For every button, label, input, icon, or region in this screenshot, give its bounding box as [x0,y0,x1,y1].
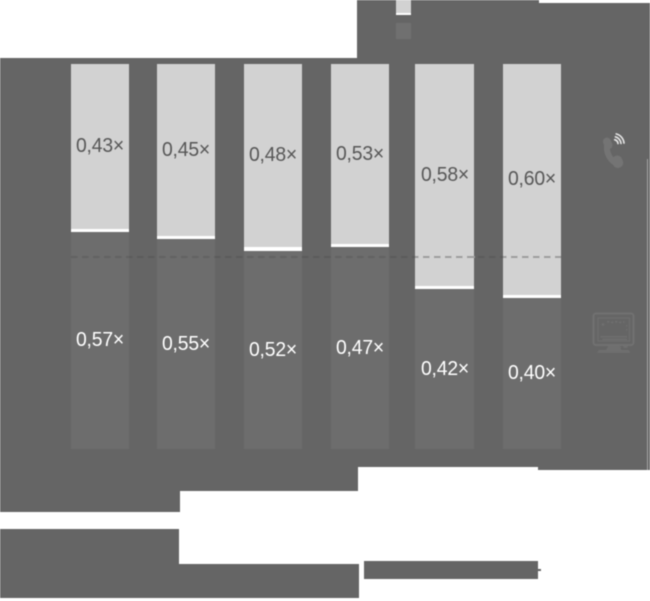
bar-6-bottom-label: 0,40× [507,361,557,385]
dashed-reference-line-bar6 [503,255,561,258]
desktop-monitor-icon [592,312,636,354]
bar-3-bottom-label: 0,52× [248,337,297,361]
dashed-reference-line [71,255,561,258]
bar-1-top-label: 0,43× [75,134,125,158]
bar-2-top-label: 0,45× [161,137,210,161]
bar-1-top-segment [71,63,129,229]
bar-3-bottom-segment [243,250,302,449]
bar-3-top-segment [243,63,302,248]
bar-2-bottom-label: 0,55× [161,332,210,356]
bar-3-top-label: 0,48× [248,143,297,167]
bar-4-bottom-label: 0,47× [335,336,384,359]
bar-2-top-segment [156,63,215,237]
footer-text-block-3 [363,561,538,579]
legend-swatch-light [396,0,412,16]
bar-5-top-segment [414,63,475,287]
legend-title-block [357,0,539,60]
bar-1-bottom-label: 0,57× [75,328,125,352]
panel-middle-extension [179,466,358,491]
bar-6-top-label: 0,60× [507,167,557,191]
bar-6-bottom-segment [503,297,561,449]
bar-1-separator [71,228,129,232]
bar-3-separator [243,247,302,251]
bar-5-top-label: 0,58× [420,162,469,186]
bar-6-separator [503,294,561,298]
legend-swatch-dark [396,22,412,39]
bar-1-bottom-segment [71,231,129,449]
right-seam-line [647,159,649,470]
footer-tick-mark [538,569,541,572]
phone-icon [601,126,633,174]
bar-5-separator [414,286,475,290]
footer-text-block-2 [0,563,359,599]
bar-4-separator [330,243,389,247]
bar-4-top-segment [330,63,389,244]
footer-text-block-1 [0,529,179,564]
panel-left-extension [0,466,180,512]
bar-5-bottom-label: 0,42× [420,357,469,381]
bar-4-bottom-segment [330,247,389,449]
bar-5-bottom-segment [414,289,475,449]
bar-4-top-label: 0,53× [335,141,384,165]
dashed-reference-line-bar5 [415,255,475,258]
bar-2-separator [156,236,215,240]
bar-2-bottom-segment [156,239,215,449]
